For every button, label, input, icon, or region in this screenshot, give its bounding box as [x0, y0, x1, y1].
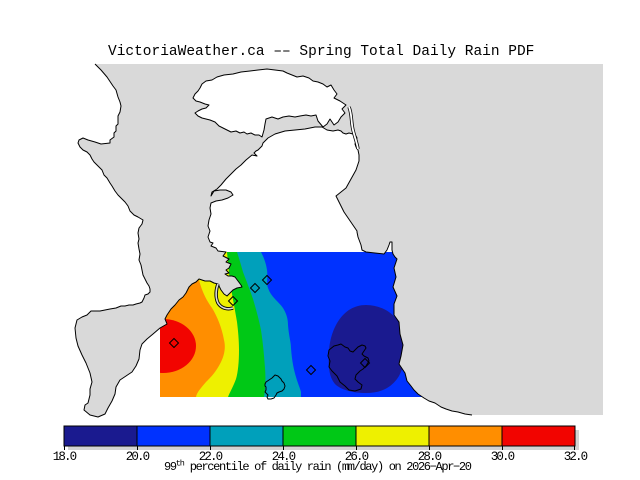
svg-text:20.0: 20.0	[126, 450, 150, 464]
svg-text:18.0: 18.0	[53, 450, 77, 464]
svg-text:30.0: 30.0	[491, 450, 515, 464]
svg-text:VictoriaWeather.ca –– Spring T: VictoriaWeather.ca –– Spring Total Daily…	[108, 44, 534, 60]
svg-text:32.0: 32.0	[564, 450, 588, 464]
svg-text:22.0: 22.0	[199, 450, 223, 464]
svg-text:24.0: 24.0	[272, 450, 296, 464]
svg-text:28.0: 28.0	[418, 450, 442, 464]
svg-text:99th percentile of daily rain: 99th percentile of daily rain (mm/day) o…	[164, 459, 472, 475]
svg-text:26.0: 26.0	[345, 450, 369, 464]
